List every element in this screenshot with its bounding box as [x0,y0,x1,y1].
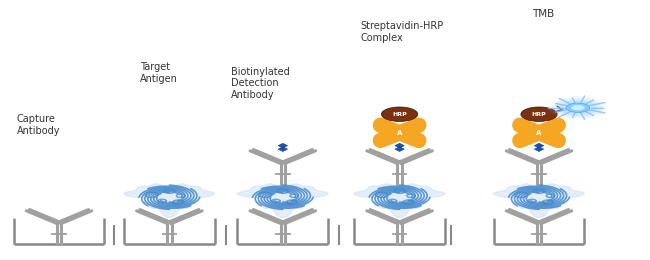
Circle shape [521,107,557,121]
Polygon shape [124,184,214,217]
Text: A: A [536,130,541,136]
Polygon shape [534,147,543,152]
Polygon shape [278,147,287,152]
Circle shape [395,131,404,135]
Text: Biotinylated
Detection
Antibody: Biotinylated Detection Antibody [231,67,290,100]
Polygon shape [494,184,584,217]
Circle shape [558,100,597,115]
Polygon shape [395,143,404,148]
Circle shape [566,103,590,112]
Text: Target
Antigen: Target Antigen [140,62,178,84]
Text: HRP: HRP [392,112,407,117]
Polygon shape [395,147,404,152]
Circle shape [549,96,607,119]
Polygon shape [238,184,328,217]
Text: A: A [397,130,402,136]
Polygon shape [354,184,445,217]
Circle shape [553,98,603,118]
Text: Capture
Antibody: Capture Antibody [17,114,60,136]
Circle shape [534,131,544,135]
Text: HRP: HRP [532,112,547,117]
Polygon shape [534,143,543,148]
Text: Streptavidin-HRP
Complex: Streptavidin-HRP Complex [361,21,444,43]
Circle shape [382,107,418,121]
Text: TMB: TMB [532,9,555,19]
Circle shape [571,105,584,110]
Polygon shape [278,143,287,148]
